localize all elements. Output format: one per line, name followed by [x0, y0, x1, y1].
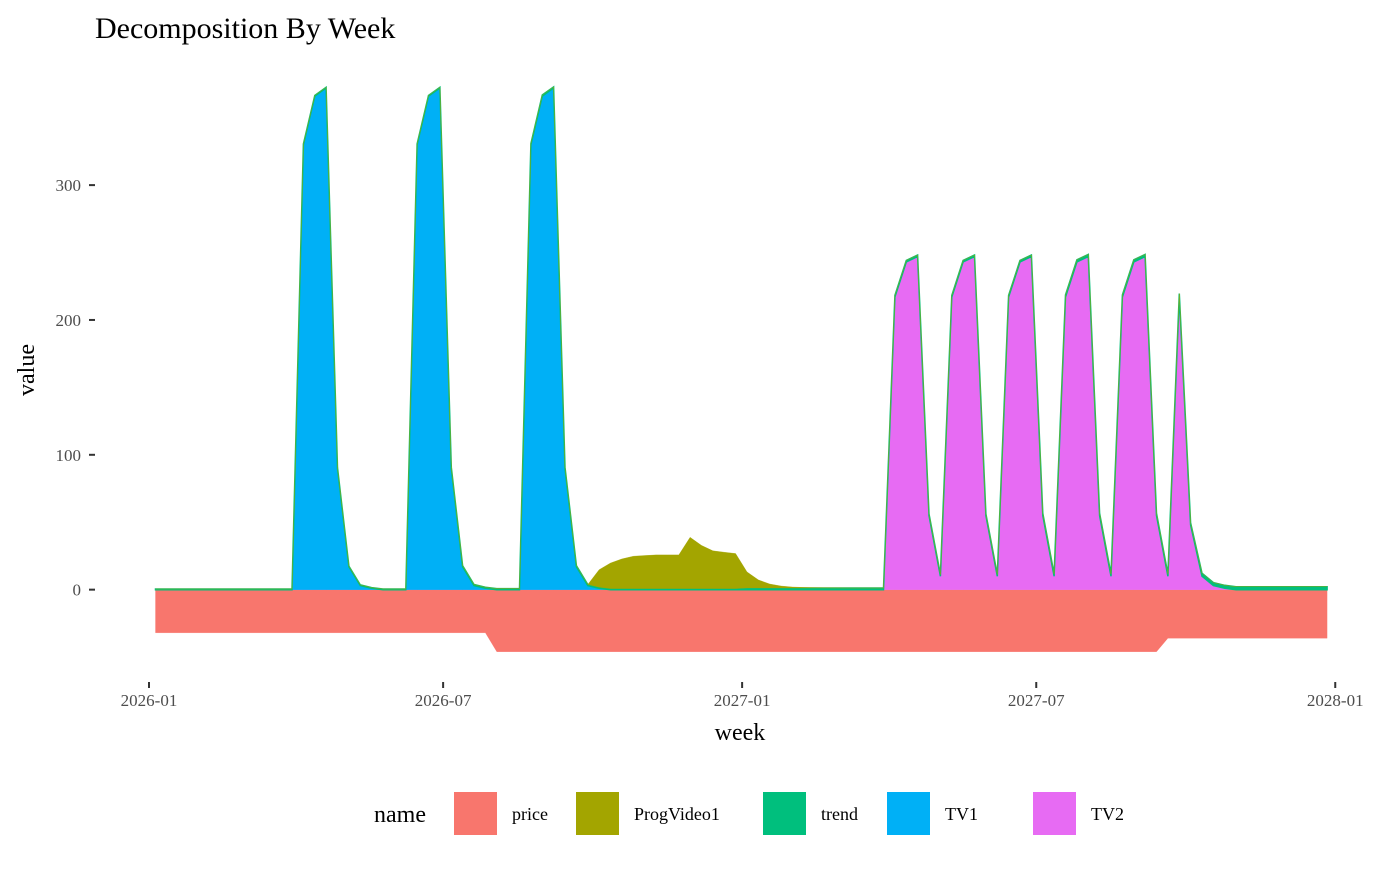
- x-tick-label: 2026-01: [121, 691, 178, 710]
- legend-item-price: price: [454, 792, 548, 835]
- area-progvideo1: [155, 86, 1328, 590]
- legend-key: [576, 792, 619, 835]
- plot-areas: [154, 85, 1328, 652]
- legend: name price ProgVideo1 trend TV1 TV2: [374, 792, 1124, 835]
- legend-key: [454, 792, 497, 835]
- legend-label: TV2: [1091, 804, 1124, 824]
- legend-item-tv1: TV1: [887, 792, 978, 835]
- x-axis-title: week: [715, 720, 766, 746]
- x-tick-label: 2027-01: [714, 691, 771, 710]
- y-axis: 0 100 200 300: [56, 176, 95, 600]
- y-axis-title: value: [14, 344, 40, 396]
- legend-label: trend: [821, 804, 858, 824]
- y-tick-label: 200: [56, 311, 82, 330]
- legend-key: [763, 792, 806, 835]
- legend-item-tv2: TV2: [1033, 792, 1124, 835]
- legend-title: name: [374, 802, 426, 828]
- y-tick-label: 300: [56, 176, 82, 195]
- area-price: [155, 589, 1328, 652]
- legend-label: TV1: [945, 804, 978, 824]
- x-tick-label: 2028-01: [1307, 691, 1364, 710]
- legend-item-trend: trend: [763, 792, 858, 835]
- legend-key: [1033, 792, 1076, 835]
- x-axis: 2026-01 2026-07 2027-01 2027-07 2028-01: [121, 682, 1364, 710]
- chart-title: Decomposition By Week: [95, 12, 395, 45]
- x-tick-label: 2027-07: [1008, 691, 1065, 710]
- legend-label: price: [512, 804, 548, 824]
- y-tick-label: 100: [56, 446, 82, 465]
- legend-key: [887, 792, 930, 835]
- y-tick-label: 0: [73, 581, 82, 600]
- legend-label: ProgVideo1: [634, 804, 720, 824]
- x-tick-label: 2026-07: [415, 691, 472, 710]
- legend-item-progvideo1: ProgVideo1: [576, 792, 720, 835]
